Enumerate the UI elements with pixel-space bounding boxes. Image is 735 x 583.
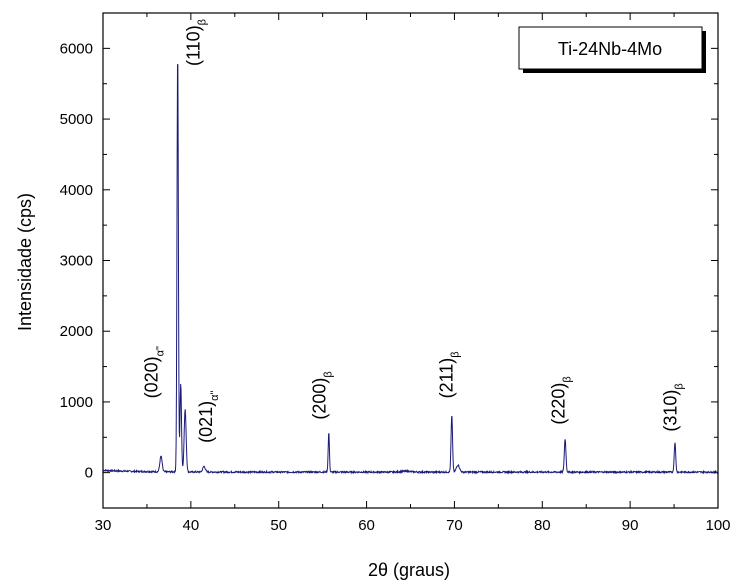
y-tick-label: 4000: [60, 182, 93, 199]
x-tick-label: 70: [446, 517, 463, 534]
peak-label: (021)α": [196, 391, 221, 443]
x-tick-label: 30: [95, 517, 112, 534]
legend-box: [518, 26, 703, 70]
peak-label: (110)β: [184, 19, 209, 66]
y-tick-labels: 0 1000 2000 3000 4000 5000 6000: [60, 40, 93, 481]
peak-label: (220)β: [548, 376, 573, 424]
peak-labels: (020)α" (110)β (021)α" (200)β (211)β (220)β (3…: [142, 19, 686, 443]
x-axis-title: 2θ (graus): [368, 560, 450, 580]
legend: Ti-24Nb-4Mo: [518, 26, 706, 73]
x-tick-label: 60: [358, 517, 375, 534]
y-axis-title: Intensidade (cps): [15, 193, 35, 331]
y-tick-label: 0: [85, 465, 93, 482]
y-tick-label: 3000: [60, 253, 93, 270]
x-tick-label: 100: [705, 517, 730, 534]
peak-label: (310)β: [661, 383, 686, 431]
series-line: [102, 63, 719, 475]
y-tick-label: 5000: [60, 111, 93, 128]
x-tick-label: 40: [183, 517, 200, 534]
y-tick-label: 1000: [60, 394, 93, 411]
x-tick-label: 90: [622, 517, 639, 534]
peak-label: (211)β: [437, 351, 462, 398]
plot-frame: [102, 12, 719, 509]
peak-label: (020)α": [142, 346, 167, 398]
legend-label: Ti-24Nb-4Mo: [558, 39, 662, 59]
x-tick-labels: 30 40 50 60 70 80 90 100: [95, 517, 731, 534]
y-tick-label: 6000: [60, 40, 93, 57]
y-tick-label: 2000: [60, 323, 93, 340]
peak-label: (200)β: [309, 371, 334, 419]
x-tick-label: 80: [534, 517, 551, 534]
axis-ticks: [102, 13, 719, 509]
x-tick-label: 50: [270, 517, 287, 534]
